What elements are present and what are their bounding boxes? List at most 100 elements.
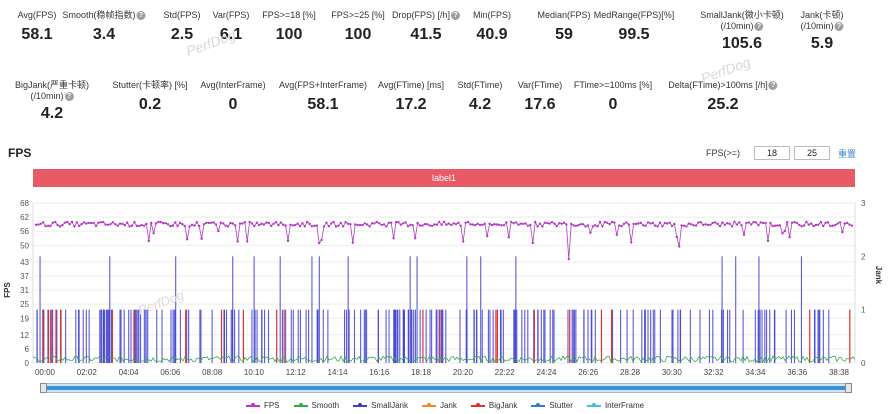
y-left-tick-label: 68 <box>20 199 29 208</box>
y-right-axis-title: Jank <box>874 266 883 285</box>
x-tick-label: 06:06 <box>160 368 181 377</box>
help-icon[interactable]: ? <box>64 92 74 102</box>
x-tick-label: 30:30 <box>662 368 683 377</box>
y-left-tick-label: 12 <box>20 331 29 340</box>
x-tick-label: 22:22 <box>495 368 516 377</box>
help-icon[interactable]: ? <box>768 81 778 91</box>
stat-value: 4.2 <box>468 96 492 113</box>
stat-value: 100 <box>275 26 303 43</box>
x-tick-label: 24:24 <box>536 368 557 377</box>
stat-stats_row1-9: MedRange(FPS)[%] 99.5 <box>594 10 675 45</box>
stat-stats_row1-5: FPS>=25 [%] 100 <box>331 10 385 45</box>
stat-stats_row2-8: Delta(FTime)>100ms [/h]? 25.2 <box>668 80 778 115</box>
stat-label: SmallJank(微小卡顿) <box>700 10 784 20</box>
stat-label: Jank(卡顿) <box>800 10 844 20</box>
legend-item-smalljank[interactable]: SmallJank <box>353 401 408 410</box>
label-bar[interactable]: label1 <box>33 169 855 187</box>
range-handle-right[interactable] <box>845 383 852 393</box>
fps-threshold-input-1[interactable] <box>754 146 791 160</box>
legend-label: BigJank <box>488 401 518 410</box>
stat-label: Median(FPS) <box>537 10 591 20</box>
y-right-tick-label: 1 <box>861 306 866 315</box>
legend-swatch <box>531 402 546 407</box>
y-left-tick-label: 19 <box>20 314 29 323</box>
legend-swatch <box>421 402 436 407</box>
stat-value: 0 <box>228 96 238 113</box>
help-icon[interactable]: ? <box>451 11 461 21</box>
stat-value: 105.6 <box>721 35 763 52</box>
stat-stats_row2-7: FTime>=100ms [%] 0 <box>574 80 652 115</box>
legend-label: InterFrame <box>604 401 645 410</box>
stat-stats_row2-0: BigJank(严重卡顿) (/10min)? 4.2 <box>15 80 89 124</box>
stat-value: 25.2 <box>707 96 739 113</box>
x-tick-label: 38:38 <box>829 368 850 377</box>
x-tick-label: 36:36 <box>787 368 808 377</box>
legend-label: Jank <box>439 401 457 410</box>
stat-label: Var(FPS) <box>212 10 250 20</box>
x-tick-label: 10:10 <box>244 368 265 377</box>
stat-stats_row1-6: Drop(FPS) [/h]? 41.5 <box>392 10 461 45</box>
time-range-scrollbar[interactable] <box>40 383 852 393</box>
stat-value: 17.6 <box>524 96 556 113</box>
stat-value: 100 <box>344 26 372 43</box>
legend-label: FPS <box>263 401 280 410</box>
legend-swatch <box>470 402 485 407</box>
stat-stats_row1-8: Median(FPS) 59 <box>537 10 590 45</box>
fps-series <box>34 220 854 261</box>
fps-threshold-controls: FPS(>=) 重置 <box>706 146 856 160</box>
stat-label-unit: (/10min)? <box>800 21 844 32</box>
help-icon[interactable]: ? <box>754 22 764 32</box>
legend-item-stutter[interactable]: Stutter <box>531 401 573 410</box>
stat-label: Min(FPS) <box>473 10 511 20</box>
y-left-tick-label: 31 <box>20 286 29 295</box>
fps-threshold-label: FPS(>=) <box>706 148 741 158</box>
stat-stats_row2-2: Avg(InterFrame) 0 <box>200 80 265 115</box>
fps-line <box>35 220 853 260</box>
x-tick-label: 20:20 <box>453 368 474 377</box>
stat-value: 99.5 <box>618 26 650 43</box>
y-left-tick-label: 6 <box>25 345 30 354</box>
legend-label: Stutter <box>549 401 573 410</box>
stat-label: Avg(InterFrame) <box>200 80 266 90</box>
stat-label: FPS>=18 [%] <box>262 10 316 20</box>
stat-value: 5.9 <box>810 35 834 52</box>
stat-label: Delta(FTime)>100ms [/h]? <box>668 80 778 91</box>
legend-item-fps[interactable]: FPS <box>245 401 280 410</box>
stat-value: 59 <box>555 26 573 43</box>
legend-item-interframe[interactable]: InterFrame <box>586 401 645 410</box>
stat-value: 2.5 <box>170 26 194 43</box>
stat-label: Avg(FPS+InterFrame) <box>278 80 368 90</box>
stat-label: FTime>=100ms [%] <box>573 80 653 90</box>
legend-swatch <box>586 402 601 407</box>
stat-stats_row1-7: Min(FPS) 40.9 <box>473 10 511 45</box>
fps-section-title: FPS <box>8 146 32 160</box>
reset-button[interactable]: 重置 <box>838 148 857 159</box>
stat-stats_row1-3: Var(FPS) 6.1 <box>213 10 250 45</box>
x-tick-label: 02:02 <box>77 368 98 377</box>
range-handle-left[interactable] <box>40 383 47 393</box>
stat-value: 58.1 <box>21 26 53 43</box>
y-left-axis-title: FPS <box>3 282 12 298</box>
stat-stats_row1-11: Jank(卡顿) (/10min)? 5.9 <box>800 10 844 54</box>
x-tick-label: 18:18 <box>411 368 432 377</box>
help-icon[interactable]: ? <box>136 11 146 21</box>
fps-threshold-input-2[interactable] <box>794 146 831 160</box>
stat-value: 58.1 <box>307 96 339 113</box>
x-tick-label: 34:34 <box>745 368 766 377</box>
legend-item-jank[interactable]: Jank <box>421 401 457 410</box>
y-left-tick-label: 25 <box>20 300 29 309</box>
time-range-selection[interactable] <box>47 386 845 390</box>
y-left-tick-label: 37 <box>20 272 29 281</box>
stat-label: Stutter(卡顿率) [%] <box>112 80 188 90</box>
stat-label: Smooth(稳帧指数)? <box>62 10 146 21</box>
y-left-tick-label: 0 <box>25 359 30 368</box>
x-tick-label: 14:14 <box>328 368 349 377</box>
legend-label: Smooth <box>311 401 340 410</box>
stat-stats_row2-6: Var(FTime) 17.6 <box>518 80 563 115</box>
help-icon[interactable]: ? <box>834 22 844 32</box>
stat-value: 3.4 <box>92 26 116 43</box>
legend-item-bigjank[interactable]: BigJank <box>470 401 518 410</box>
x-tick-label: 12:12 <box>286 368 307 377</box>
x-tick-label: 04:04 <box>119 368 140 377</box>
legend-item-smooth[interactable]: Smooth <box>293 401 340 410</box>
